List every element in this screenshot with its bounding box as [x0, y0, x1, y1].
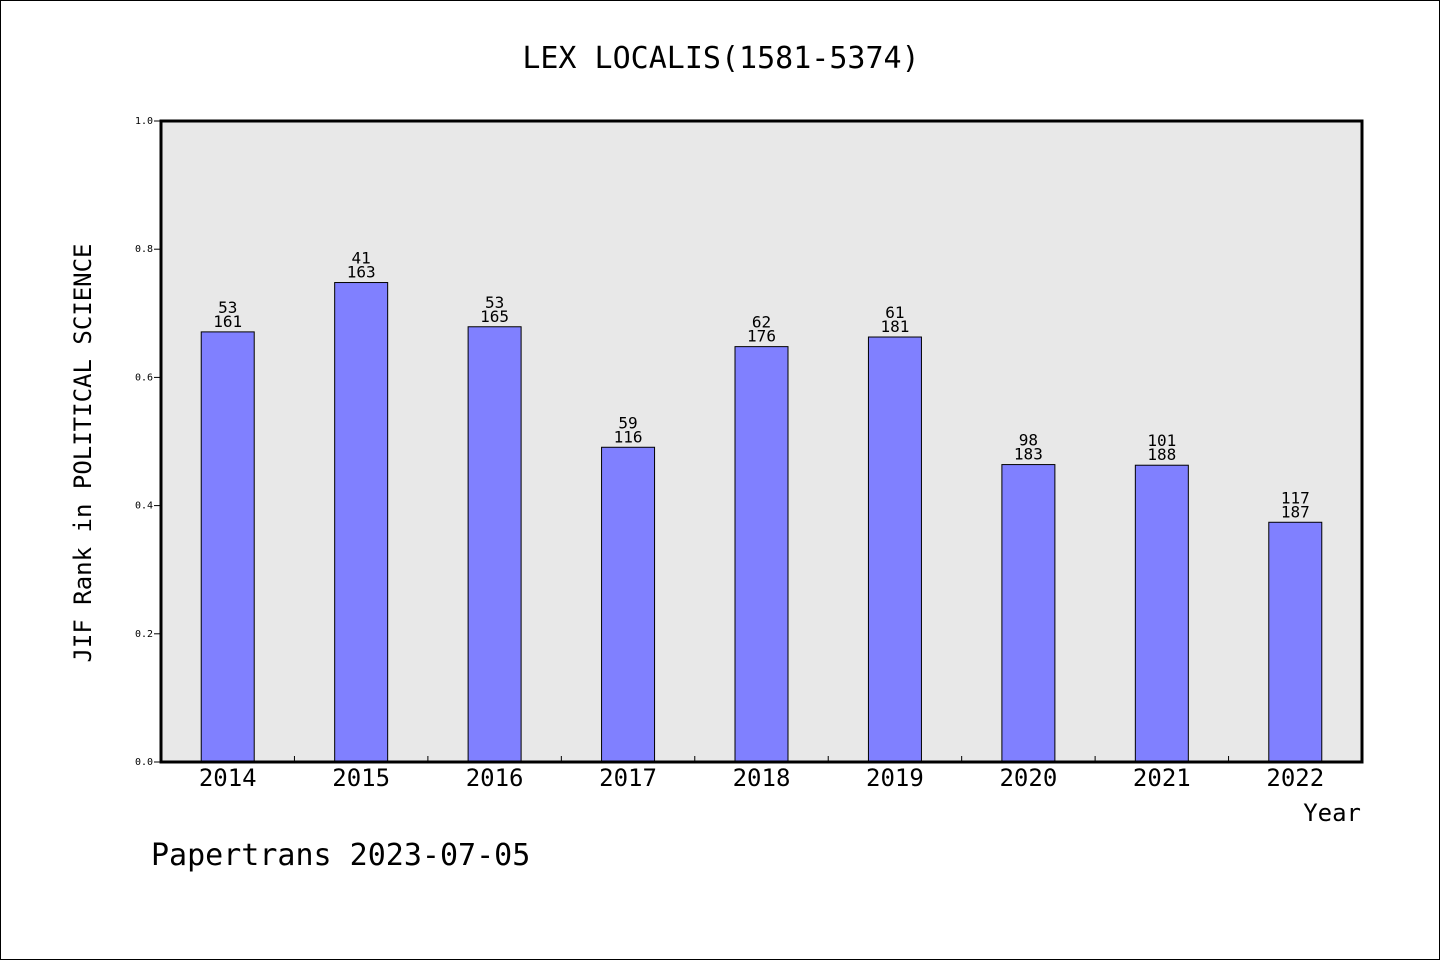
x-tick-label: 2021 — [1133, 764, 1191, 792]
bar — [1001, 464, 1056, 763]
bar — [601, 446, 656, 763]
bar-rank-label: 53 — [485, 293, 504, 312]
y-axis-label: JIF Rank in POLITICAL SCIENCE — [69, 243, 97, 662]
x-tick-label: 2022 — [1266, 764, 1324, 792]
x-tick-label: 2016 — [466, 764, 524, 792]
y-tick-label: 0.8 — [135, 244, 153, 255]
bar-total-label: 161 — [213, 312, 242, 331]
x-axis: 2014 2015 2016 2017 2018 2019 2020 2021 2022 — [199, 756, 1324, 792]
footer-credit: Papertrans 2023-07-05 — [151, 838, 530, 873]
x-tick-label: 2014 — [199, 764, 257, 792]
bar-total-label: 116 — [614, 427, 643, 446]
bar-total-label: 176 — [747, 327, 776, 346]
bar-total-label: 163 — [347, 263, 376, 282]
bar-rank-label: 61 — [885, 303, 904, 322]
x-tick-label: 2019 — [866, 764, 924, 792]
bar-rank-label: 59 — [618, 413, 637, 432]
bar-total-label: 165 — [480, 307, 509, 326]
bar-rank-label: 53 — [218, 298, 237, 317]
bar-rank-label: 117 — [1281, 488, 1310, 507]
bar-total-label: 187 — [1281, 502, 1310, 521]
y-tick-label: 0.4 — [135, 501, 153, 512]
bar-total-label: 188 — [1147, 445, 1176, 464]
bar-rank-label: 62 — [752, 313, 771, 332]
x-tick-label: 2017 — [599, 764, 657, 792]
bar-total-label: 181 — [880, 317, 909, 336]
bar-rank-label: 41 — [352, 249, 371, 268]
bar-rank-label: 98 — [1019, 431, 1038, 450]
plot-border — [159, 119, 1364, 764]
x-tick-label: 2018 — [733, 764, 791, 792]
x-tick-label: 2015 — [332, 764, 390, 792]
chart-title: LEX LOCALIS(1581-5374) — [522, 41, 919, 76]
bar — [1268, 521, 1323, 763]
y-tick-label: 0.0 — [135, 757, 153, 768]
bar — [200, 331, 255, 763]
x-axis-label: Year — [1303, 799, 1361, 827]
y-tick-label: 0.6 — [135, 372, 153, 383]
bars-group: 5316141163531655911662176611819818310118… — [200, 249, 1323, 763]
y-axis: 0.0 0.2 0.4 0.6 0.8 1.0 — [135, 116, 161, 768]
bar — [1134, 464, 1189, 763]
x-tick-label: 2020 — [999, 764, 1057, 792]
bar — [867, 336, 922, 763]
bar — [467, 326, 522, 763]
bar — [334, 282, 389, 763]
bar-rank-label: 101 — [1147, 431, 1176, 450]
y-tick-label: 1.0 — [135, 116, 153, 127]
bar — [734, 346, 789, 763]
bar-total-label: 183 — [1014, 445, 1043, 464]
y-tick-label: 0.2 — [135, 629, 153, 640]
